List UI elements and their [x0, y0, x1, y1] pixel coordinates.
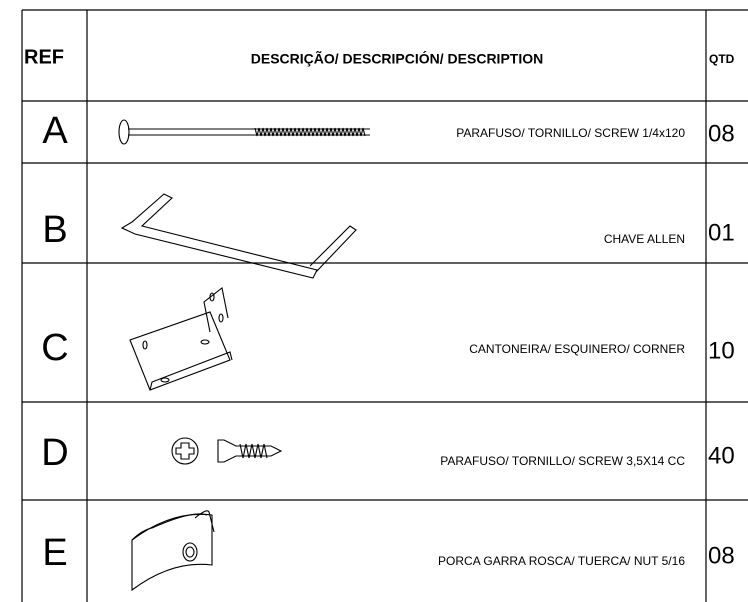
row-quantity: 10 — [708, 337, 735, 364]
row-ref: E — [42, 532, 67, 574]
row-description: PARAFUSO/ TORNILLO/ SCREW 3,5X14 CC — [440, 454, 685, 468]
row-ref: A — [42, 110, 68, 152]
screw-icon — [118, 119, 370, 145]
row-ref: C — [41, 327, 68, 369]
row-description: PORCA GARRA ROSCA/ TUERCA/ NUT 5/16 — [438, 554, 685, 568]
row-quantity: 40 — [708, 442, 735, 469]
header-ref: REF — [24, 46, 64, 68]
row-description: PARAFUSO/ TORNILLO/ SCREW 1/4x120 — [456, 126, 685, 140]
allen-key-icon — [120, 193, 357, 279]
row-description: CANTONEIRA/ ESQUINERO/ CORNER — [469, 342, 685, 356]
row-quantity: 01 — [708, 219, 735, 246]
row-quantity: 08 — [708, 542, 735, 569]
table-grid — [21, 9, 748, 602]
nut-icon — [131, 510, 215, 592]
header-quantity: QTD — [709, 52, 735, 66]
row-quantity: 08 — [708, 120, 735, 147]
small-screw-icon — [171, 437, 283, 465]
row-description: CHAVE ALLEN — [604, 232, 685, 246]
corner-icon — [129, 287, 233, 391]
row-ref: D — [41, 432, 68, 474]
row-ref: B — [42, 209, 67, 251]
header-description: DESCRIÇÃO/ DESCRIPCIÓN/ DESCRIPTION — [251, 50, 543, 67]
